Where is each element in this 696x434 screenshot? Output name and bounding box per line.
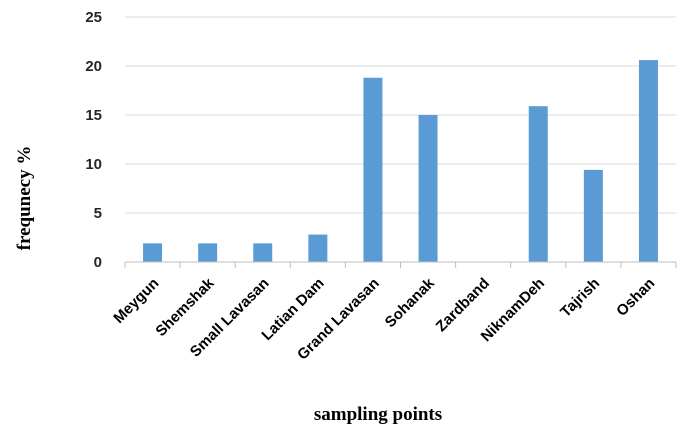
x-tick-label: Tajrish <box>557 275 603 321</box>
bar <box>583 169 603 262</box>
y-tick-labels: 0 5 10 15 20 25 <box>85 9 102 271</box>
y-tick-label: 10 <box>85 156 102 173</box>
bar <box>638 60 658 263</box>
x-tick-label: Oshan <box>613 275 658 320</box>
bar <box>528 106 548 263</box>
bar <box>363 77 383 262</box>
bar <box>143 243 163 262</box>
bar <box>198 243 218 262</box>
x-axis-title: sampling points <box>314 404 442 425</box>
bar <box>418 115 438 262</box>
y-tick-label: 25 <box>85 9 102 26</box>
y-tick-label: 0 <box>94 254 102 271</box>
x-axis <box>124 261 677 268</box>
y-tick-label: 15 <box>85 107 102 124</box>
y-tick-label: 20 <box>85 58 102 75</box>
y-tick-label: 5 <box>94 205 102 222</box>
x-tick-label: Meygun <box>110 275 162 327</box>
x-tick-label: Sohanak <box>382 274 439 331</box>
y-axis-title: frequnecy % <box>14 146 35 251</box>
bar <box>308 234 328 262</box>
bar <box>253 243 273 262</box>
bars <box>143 60 658 263</box>
